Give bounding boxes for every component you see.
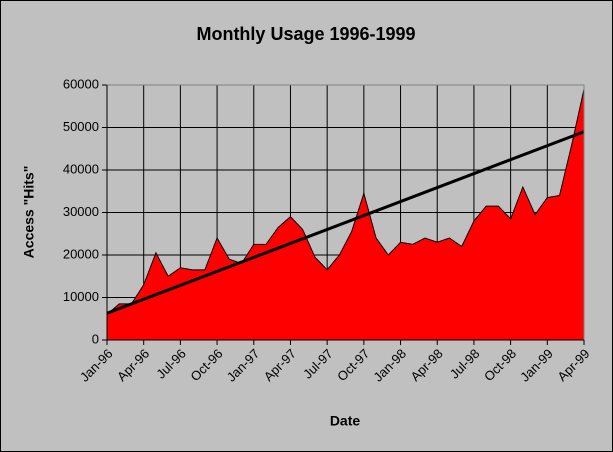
y-tick-label: 20000 xyxy=(63,246,99,261)
chart-title: Monthly Usage 1996-1999 xyxy=(196,24,415,44)
y-axis-label: Access "Hits" xyxy=(21,166,37,259)
y-tick-label: 50000 xyxy=(63,119,99,134)
trendline xyxy=(106,130,585,315)
area xyxy=(106,89,585,341)
y-tick-label: 0 xyxy=(92,331,99,346)
y-tick-label: 60000 xyxy=(63,76,99,91)
y-tick-label: 40000 xyxy=(63,161,99,176)
y-tick-label: 30000 xyxy=(63,204,99,219)
x-axis-label: Date xyxy=(330,413,361,429)
y-tick-label: 10000 xyxy=(63,289,99,304)
